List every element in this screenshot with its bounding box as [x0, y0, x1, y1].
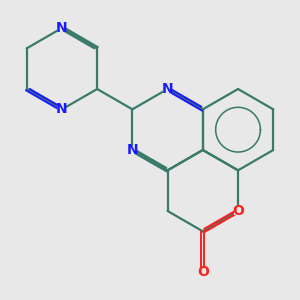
Bar	[233, 207, 242, 214]
Text: N: N	[56, 21, 68, 35]
Bar	[163, 85, 172, 93]
Text: O: O	[232, 204, 244, 218]
Text: N: N	[162, 82, 173, 96]
Bar	[58, 24, 67, 32]
Bar	[198, 268, 207, 276]
Text: N: N	[56, 102, 68, 116]
Bar	[128, 146, 137, 154]
Bar	[58, 106, 67, 113]
Text: O: O	[197, 265, 209, 279]
Text: N: N	[127, 143, 138, 157]
